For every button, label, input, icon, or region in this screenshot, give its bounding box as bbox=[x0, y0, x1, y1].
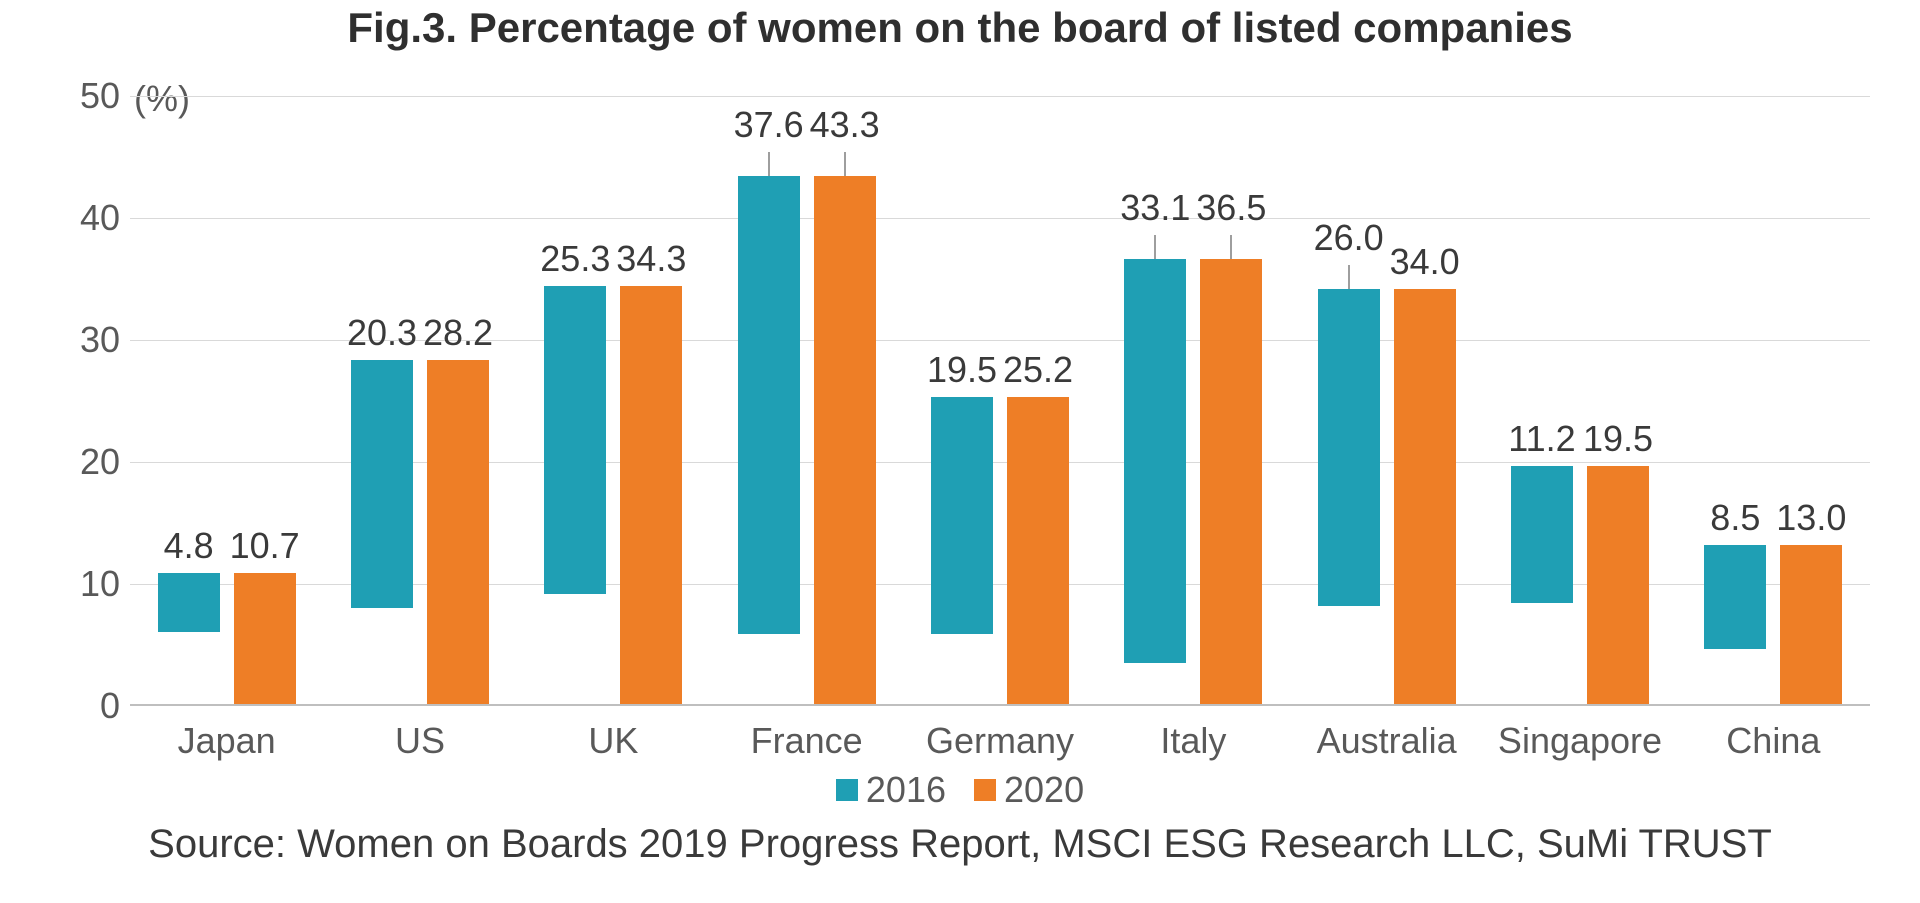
bar: 13.0 bbox=[1780, 545, 1842, 704]
legend-label: 2020 bbox=[1004, 769, 1084, 811]
data-label: 25.2 bbox=[1003, 349, 1073, 391]
data-label: 36.5 bbox=[1196, 187, 1266, 229]
leader-line bbox=[844, 152, 846, 176]
y-tick-label: 30 bbox=[10, 319, 120, 361]
data-label: 43.3 bbox=[810, 104, 880, 146]
data-label: 25.3 bbox=[540, 238, 610, 280]
gridline bbox=[130, 96, 1870, 97]
legend-label: 2016 bbox=[866, 769, 946, 811]
bar: 25.2 bbox=[1007, 397, 1069, 704]
bar-group: 26.034.0 bbox=[1318, 289, 1456, 704]
data-label: 19.5 bbox=[1583, 418, 1653, 460]
leader-line bbox=[768, 152, 770, 176]
leader-line bbox=[1154, 235, 1156, 259]
chart-title: Fig.3. Percentage of women on the board … bbox=[0, 4, 1920, 52]
bar: 43.3 bbox=[814, 176, 876, 704]
plot-area: 010203040504.810.7Japan20.328.2US25.334.… bbox=[130, 96, 1870, 706]
bar-group: 4.810.7 bbox=[158, 573, 296, 704]
bar: 34.0 bbox=[1394, 289, 1456, 704]
x-tick-label: China bbox=[1726, 720, 1820, 762]
bar: 11.2 bbox=[1511, 466, 1573, 603]
gridline bbox=[130, 218, 1870, 219]
x-tick-label: France bbox=[751, 720, 863, 762]
x-tick-label: Italy bbox=[1160, 720, 1226, 762]
x-tick-label: US bbox=[395, 720, 445, 762]
data-label: 34.3 bbox=[616, 238, 686, 280]
data-label: 10.7 bbox=[230, 525, 300, 567]
bar: 37.6 bbox=[738, 176, 800, 635]
bar: 25.3 bbox=[544, 286, 606, 595]
data-label: 8.5 bbox=[1710, 497, 1760, 539]
y-tick-label: 20 bbox=[10, 441, 120, 483]
data-label: 34.0 bbox=[1390, 241, 1460, 283]
legend-item: 2016 bbox=[836, 769, 946, 811]
bar: 4.8 bbox=[158, 573, 220, 632]
bar: 33.1 bbox=[1124, 259, 1186, 663]
bar-group: 25.334.3 bbox=[544, 286, 682, 704]
data-label: 20.3 bbox=[347, 312, 417, 354]
data-label: 33.1 bbox=[1120, 187, 1190, 229]
bar: 28.2 bbox=[427, 360, 489, 704]
bar: 10.7 bbox=[234, 573, 296, 704]
legend: 2016 2020 bbox=[0, 768, 1920, 811]
bar-group: 19.525.2 bbox=[931, 397, 1069, 704]
data-label: 37.6 bbox=[734, 104, 804, 146]
data-label: 13.0 bbox=[1776, 497, 1846, 539]
bar-group: 37.643.3 bbox=[738, 176, 876, 704]
x-tick-label: Germany bbox=[926, 720, 1074, 762]
bar-group: 33.136.5 bbox=[1124, 259, 1262, 704]
x-tick-label: Singapore bbox=[1498, 720, 1662, 762]
bar: 26.0 bbox=[1318, 289, 1380, 606]
bar: 34.3 bbox=[620, 286, 682, 704]
leader-line bbox=[1348, 265, 1350, 289]
data-label: 26.0 bbox=[1314, 217, 1384, 259]
leader-line bbox=[1230, 235, 1232, 259]
y-tick-label: 0 bbox=[10, 685, 120, 727]
bar: 20.3 bbox=[351, 360, 413, 608]
bar: 8.5 bbox=[1704, 545, 1766, 649]
bar: 19.5 bbox=[931, 397, 993, 635]
legend-swatch bbox=[974, 779, 996, 801]
x-tick-label: Australia bbox=[1317, 720, 1457, 762]
x-tick-label: UK bbox=[588, 720, 638, 762]
source-caption: Source: Women on Boards 2019 Progress Re… bbox=[0, 822, 1920, 867]
bar-group: 11.219.5 bbox=[1511, 466, 1649, 704]
legend-item: 2020 bbox=[974, 769, 1084, 811]
x-tick-label: Japan bbox=[178, 720, 276, 762]
y-tick-label: 50 bbox=[10, 75, 120, 117]
bar-group: 8.513.0 bbox=[1704, 545, 1842, 704]
y-tick-label: 40 bbox=[10, 197, 120, 239]
bar: 36.5 bbox=[1200, 259, 1262, 704]
y-tick-label: 10 bbox=[10, 563, 120, 605]
data-label: 4.8 bbox=[164, 525, 214, 567]
chart-container: Fig.3. Percentage of women on the board … bbox=[0, 0, 1920, 903]
legend-swatch bbox=[836, 779, 858, 801]
data-label: 28.2 bbox=[423, 312, 493, 354]
data-label: 11.2 bbox=[1508, 418, 1575, 460]
data-label: 19.5 bbox=[927, 349, 997, 391]
bar-group: 20.328.2 bbox=[351, 360, 489, 704]
bar: 19.5 bbox=[1587, 466, 1649, 704]
